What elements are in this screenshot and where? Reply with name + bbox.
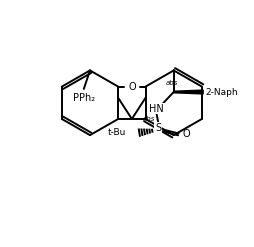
- Text: O: O: [128, 82, 135, 92]
- Text: abs: abs: [165, 80, 178, 86]
- Text: PPh₂: PPh₂: [72, 93, 94, 103]
- Text: O: O: [182, 129, 190, 139]
- Text: abs: abs: [142, 116, 154, 122]
- Text: 2-Naph: 2-Naph: [205, 87, 237, 97]
- Polygon shape: [173, 90, 202, 94]
- Text: t-Bu: t-Bu: [108, 128, 126, 137]
- Text: HN: HN: [149, 104, 163, 114]
- Text: S: S: [154, 123, 161, 133]
